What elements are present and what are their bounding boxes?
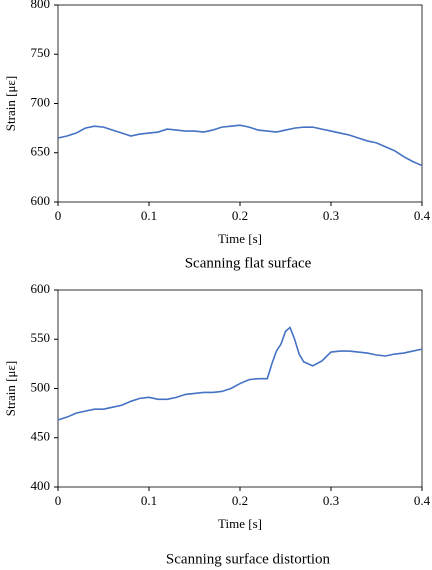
x-tick-label: 0.4 [414,493,431,508]
x-tick-label: 0 [55,493,62,508]
x-tick-label: 0 [55,208,62,223]
y-tick-label: 650 [31,144,51,159]
y-axis-label: Strain [με] [3,76,18,131]
y-tick-label: 550 [31,330,51,345]
x-axis-label: Time [s] [218,231,262,246]
y-tick-label: 750 [31,45,51,60]
x-tick-label: 0.1 [141,493,157,508]
x-tick-label: 0.4 [414,208,431,223]
plot-area [57,289,423,488]
x-axis-label: Time [s] [218,516,262,531]
y-tick-label: 700 [31,94,51,109]
data-line [57,326,423,421]
caption: Scanning surface distortion [166,551,331,567]
y-tick-label: 500 [31,379,51,394]
y-tick-label: 400 [31,478,51,493]
x-tick-label: 0.3 [323,208,339,223]
y-tick-label: 450 [31,429,51,444]
x-tick-label: 0.3 [323,493,339,508]
y-tick-label: 800 [31,0,51,11]
caption: Scanning flat surface [185,255,312,271]
data-line [57,124,423,167]
y-tick-label: 600 [31,193,51,208]
plot-area [57,4,423,203]
y-axis-label: Strain [με] [3,361,18,416]
y-tick-label: 600 [31,281,51,296]
x-tick-label: 0.2 [232,208,248,223]
x-tick-label: 0.1 [141,208,157,223]
x-tick-label: 0.2 [232,493,248,508]
